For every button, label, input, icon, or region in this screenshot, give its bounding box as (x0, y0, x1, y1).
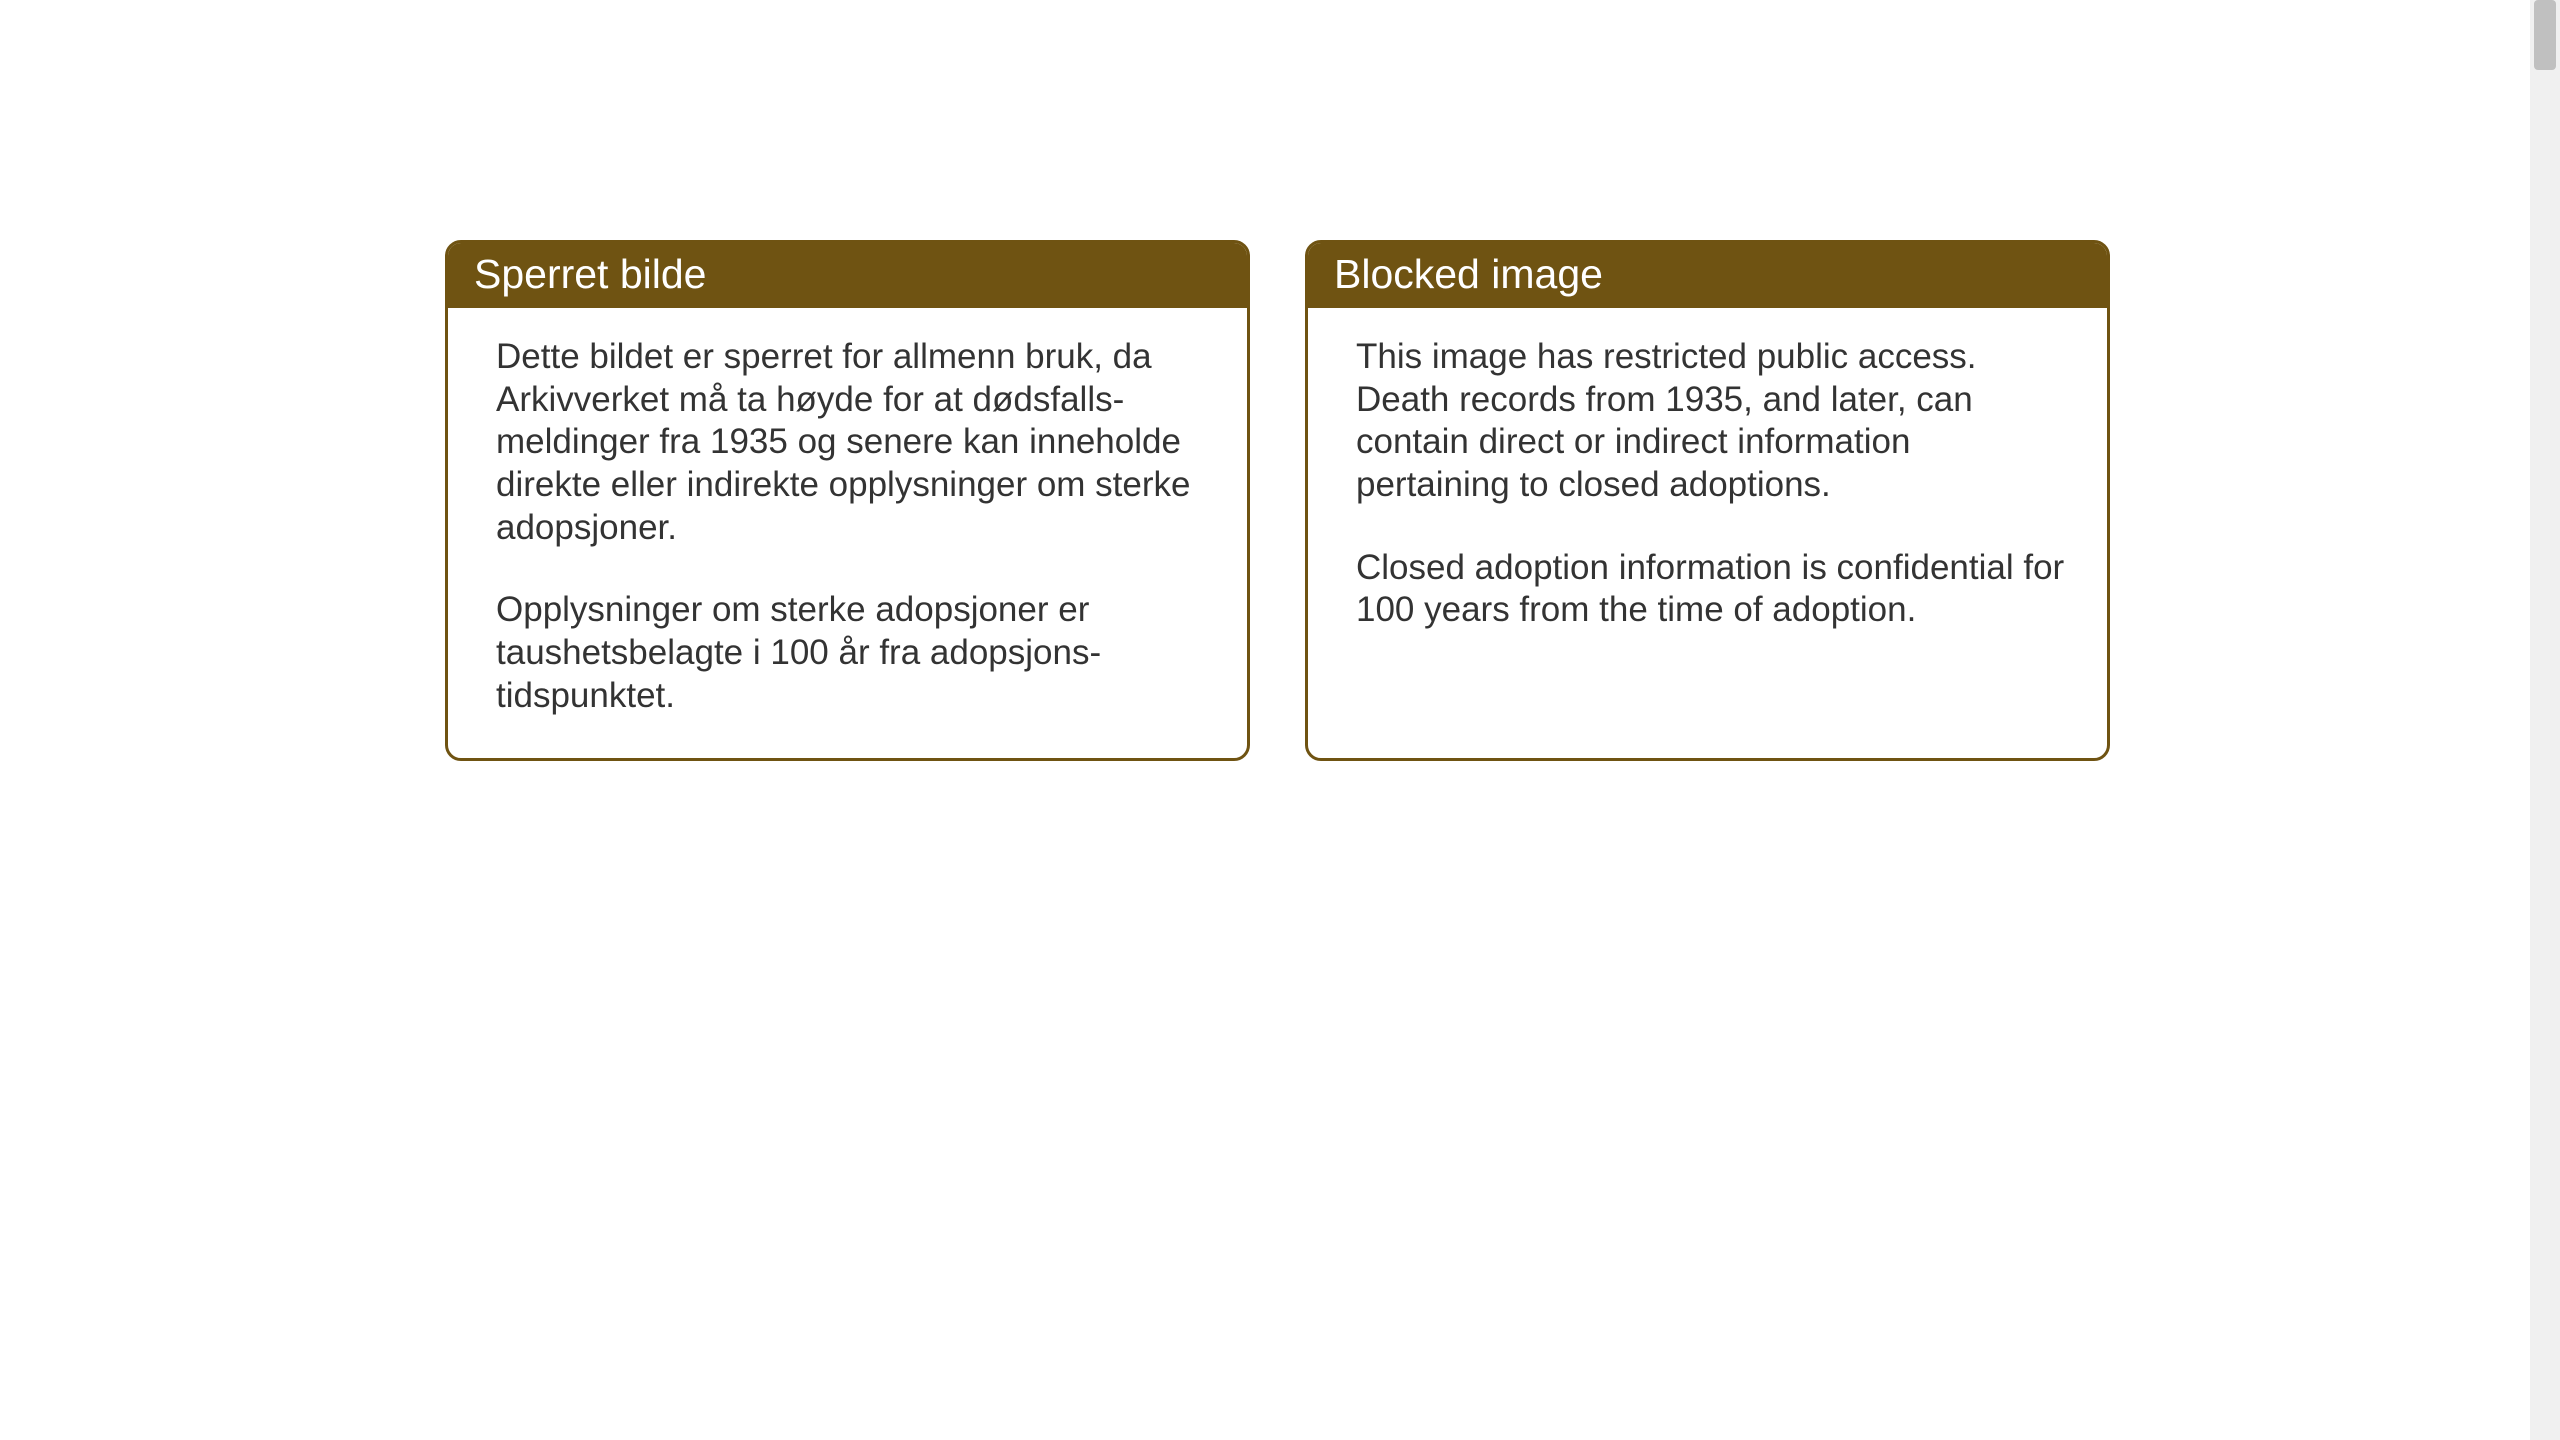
notice-body-english: This image has restricted public access.… (1308, 308, 2107, 672)
scrollbar-thumb[interactable] (2534, 0, 2556, 70)
notice-body-norwegian: Dette bildet er sperret for allmenn bruk… (448, 308, 1247, 758)
notice-header-norwegian: Sperret bilde (448, 243, 1247, 308)
notice-paragraph-1-english: This image has restricted public access.… (1356, 336, 2067, 507)
notice-title-norwegian: Sperret bilde (474, 251, 706, 297)
notice-title-english: Blocked image (1334, 251, 1603, 297)
notice-paragraph-2-norwegian: Opplysninger om sterke adopsjoner er tau… (496, 589, 1207, 717)
scrollbar-track[interactable] (2530, 0, 2560, 1440)
notice-paragraph-2-english: Closed adoption information is confident… (1356, 547, 2067, 632)
notice-container: Sperret bilde Dette bildet er sperret fo… (0, 0, 2560, 761)
notice-header-english: Blocked image (1308, 243, 2107, 308)
notice-paragraph-1-norwegian: Dette bildet er sperret for allmenn bruk… (496, 336, 1207, 549)
notice-box-norwegian: Sperret bilde Dette bildet er sperret fo… (445, 240, 1250, 761)
notice-box-english: Blocked image This image has restricted … (1305, 240, 2110, 761)
